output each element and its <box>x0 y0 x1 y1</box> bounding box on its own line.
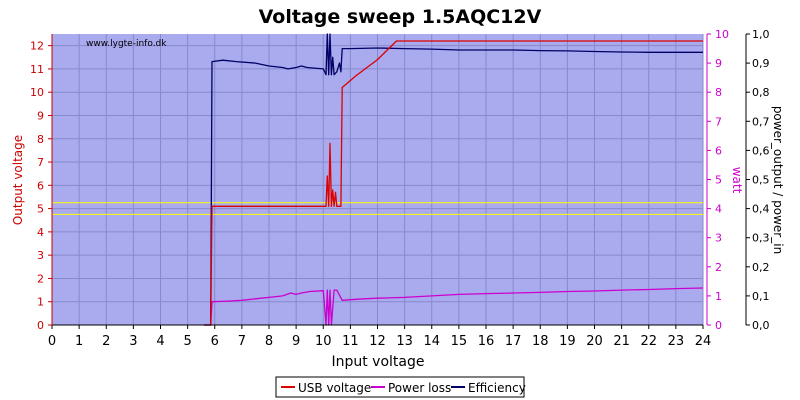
x-tick-label: 19 <box>559 334 576 349</box>
x-axis-ticks: 0 1 2 3 4 5 6 7 8 9 10 11 12 13 14 15 16 17 18 19 20 21 22 23 24 <box>48 325 711 349</box>
legend-label-eff: Efficiency <box>468 381 526 395</box>
legend-label-usb: USB voltage <box>298 381 371 395</box>
y-right-ratio-tick-label: 0,4 <box>752 203 770 216</box>
x-tick-label: 8 <box>265 334 273 349</box>
x-tick-label: 9 <box>292 334 300 349</box>
x-tick-label: 21 <box>613 334 630 349</box>
y-right-ratio-tick-label: 0,5 <box>752 174 770 187</box>
x-tick-label: 14 <box>423 334 440 349</box>
legend: USB voltage Power loss Efficiency <box>275 376 526 398</box>
x-tick-label: 6 <box>211 334 219 349</box>
y-right-ratio-tick-label: 1,0 <box>752 28 770 41</box>
y-right-ratio-axis-label: power_output / power_in <box>771 106 785 254</box>
y-right-watt-tick-label: 2 <box>715 261 722 274</box>
x-tick-label: 2 <box>102 334 110 349</box>
y-right-watt-tick-label: 10 <box>715 28 729 41</box>
y-right-ratio-tick-label: 0,1 <box>752 290 770 303</box>
y-right-watt-tick-label: 8 <box>715 86 722 99</box>
y-right-watt-axis-label: watt <box>730 167 744 194</box>
y-left-tick-label: 8 <box>37 133 44 146</box>
x-tick-label: 18 <box>532 334 549 349</box>
y-left-tick-label: 7 <box>37 156 44 169</box>
y-right-ratio-tick-label: 0,7 <box>752 115 770 128</box>
y-right-watt-axis-ticks: 0 1 2 3 4 5 6 7 8 9 10 <box>707 28 729 332</box>
x-tick-label: 20 <box>586 334 603 349</box>
reference-lines <box>52 202 703 215</box>
x-tick-label: 7 <box>238 334 246 349</box>
y-right-watt-tick-label: 9 <box>715 57 722 70</box>
y-right-ratio-tick-label: 0,8 <box>752 86 770 99</box>
series-line-usb-voltage <box>203 40 703 326</box>
y-left-tick-label: 9 <box>37 109 44 122</box>
y-right-watt-tick-label: 7 <box>715 115 722 128</box>
y-left-tick-label: 0 <box>37 319 44 332</box>
y-right-watt-tick-label: 6 <box>715 144 722 157</box>
y-right-watt-tick-label: 0 <box>715 319 722 332</box>
series-line-power-loss <box>203 287 704 326</box>
y-right-ratio-axis-ticks: 0,0 0,1 0,2 0,3 0,4 0,5 0,6 0,7 0,8 0,9 1,0 <box>746 28 770 332</box>
x-tick-label: 11 <box>342 334 359 349</box>
y-right-watt-tick-label: 5 <box>715 174 722 187</box>
y-right-ratio-tick-label: 0,9 <box>752 57 770 70</box>
y-right-ratio-tick-label: 0,6 <box>752 144 770 157</box>
legend-box <box>275 376 525 398</box>
y-left-tick-label: 1 <box>37 296 44 309</box>
x-tick-label: 12 <box>369 334 386 349</box>
x-tick-label: 22 <box>640 334 657 349</box>
x-tick-label: 10 <box>315 334 332 349</box>
y-right-ratio-tick-label: 0,0 <box>752 319 770 332</box>
y-right-watt-tick-label: 4 <box>715 203 722 216</box>
y-left-tick-label: 2 <box>37 272 44 285</box>
x-tick-label: 4 <box>156 334 164 349</box>
legend-label-loss: Power loss <box>388 381 451 395</box>
chart-title: Voltage sweep 1.5AQC12V <box>259 6 542 28</box>
y-left-tick-label: 6 <box>37 179 44 192</box>
x-tick-label: 0 <box>48 334 56 349</box>
series-line-efficiency <box>203 33 703 326</box>
y-left-tick-label: 10 <box>30 86 44 99</box>
x-tick-label: 5 <box>183 334 191 349</box>
y-right-ratio-tick-label: 0,2 <box>752 261 770 274</box>
y-right-watt-tick-label: 3 <box>715 232 722 245</box>
x-tick-label: 24 <box>695 334 712 349</box>
y-left-tick-label: 11 <box>30 63 44 76</box>
y-right-ratio-tick-label: 0,3 <box>752 232 770 245</box>
x-tick-label: 1 <box>75 334 83 349</box>
x-tick-label: 17 <box>505 334 522 349</box>
y-left-tick-label: 5 <box>37 203 44 216</box>
series-layer <box>203 33 704 326</box>
x-tick-label: 16 <box>478 334 495 349</box>
x-axis-label: Input voltage <box>331 354 424 370</box>
y-left-tick-label: 4 <box>37 226 44 239</box>
y-right-watt-tick-label: 1 <box>715 290 722 303</box>
watermark-text: www.lygte-info.dk <box>86 39 167 49</box>
x-tick-label: 23 <box>668 334 685 349</box>
x-tick-label: 3 <box>129 334 137 349</box>
x-tick-label: 15 <box>451 334 468 349</box>
y-left-axis-label: Output voltage <box>11 135 25 225</box>
x-tick-label: 13 <box>396 334 413 349</box>
y-left-tick-label: 3 <box>37 249 44 262</box>
y-left-tick-label: 12 <box>30 40 44 53</box>
